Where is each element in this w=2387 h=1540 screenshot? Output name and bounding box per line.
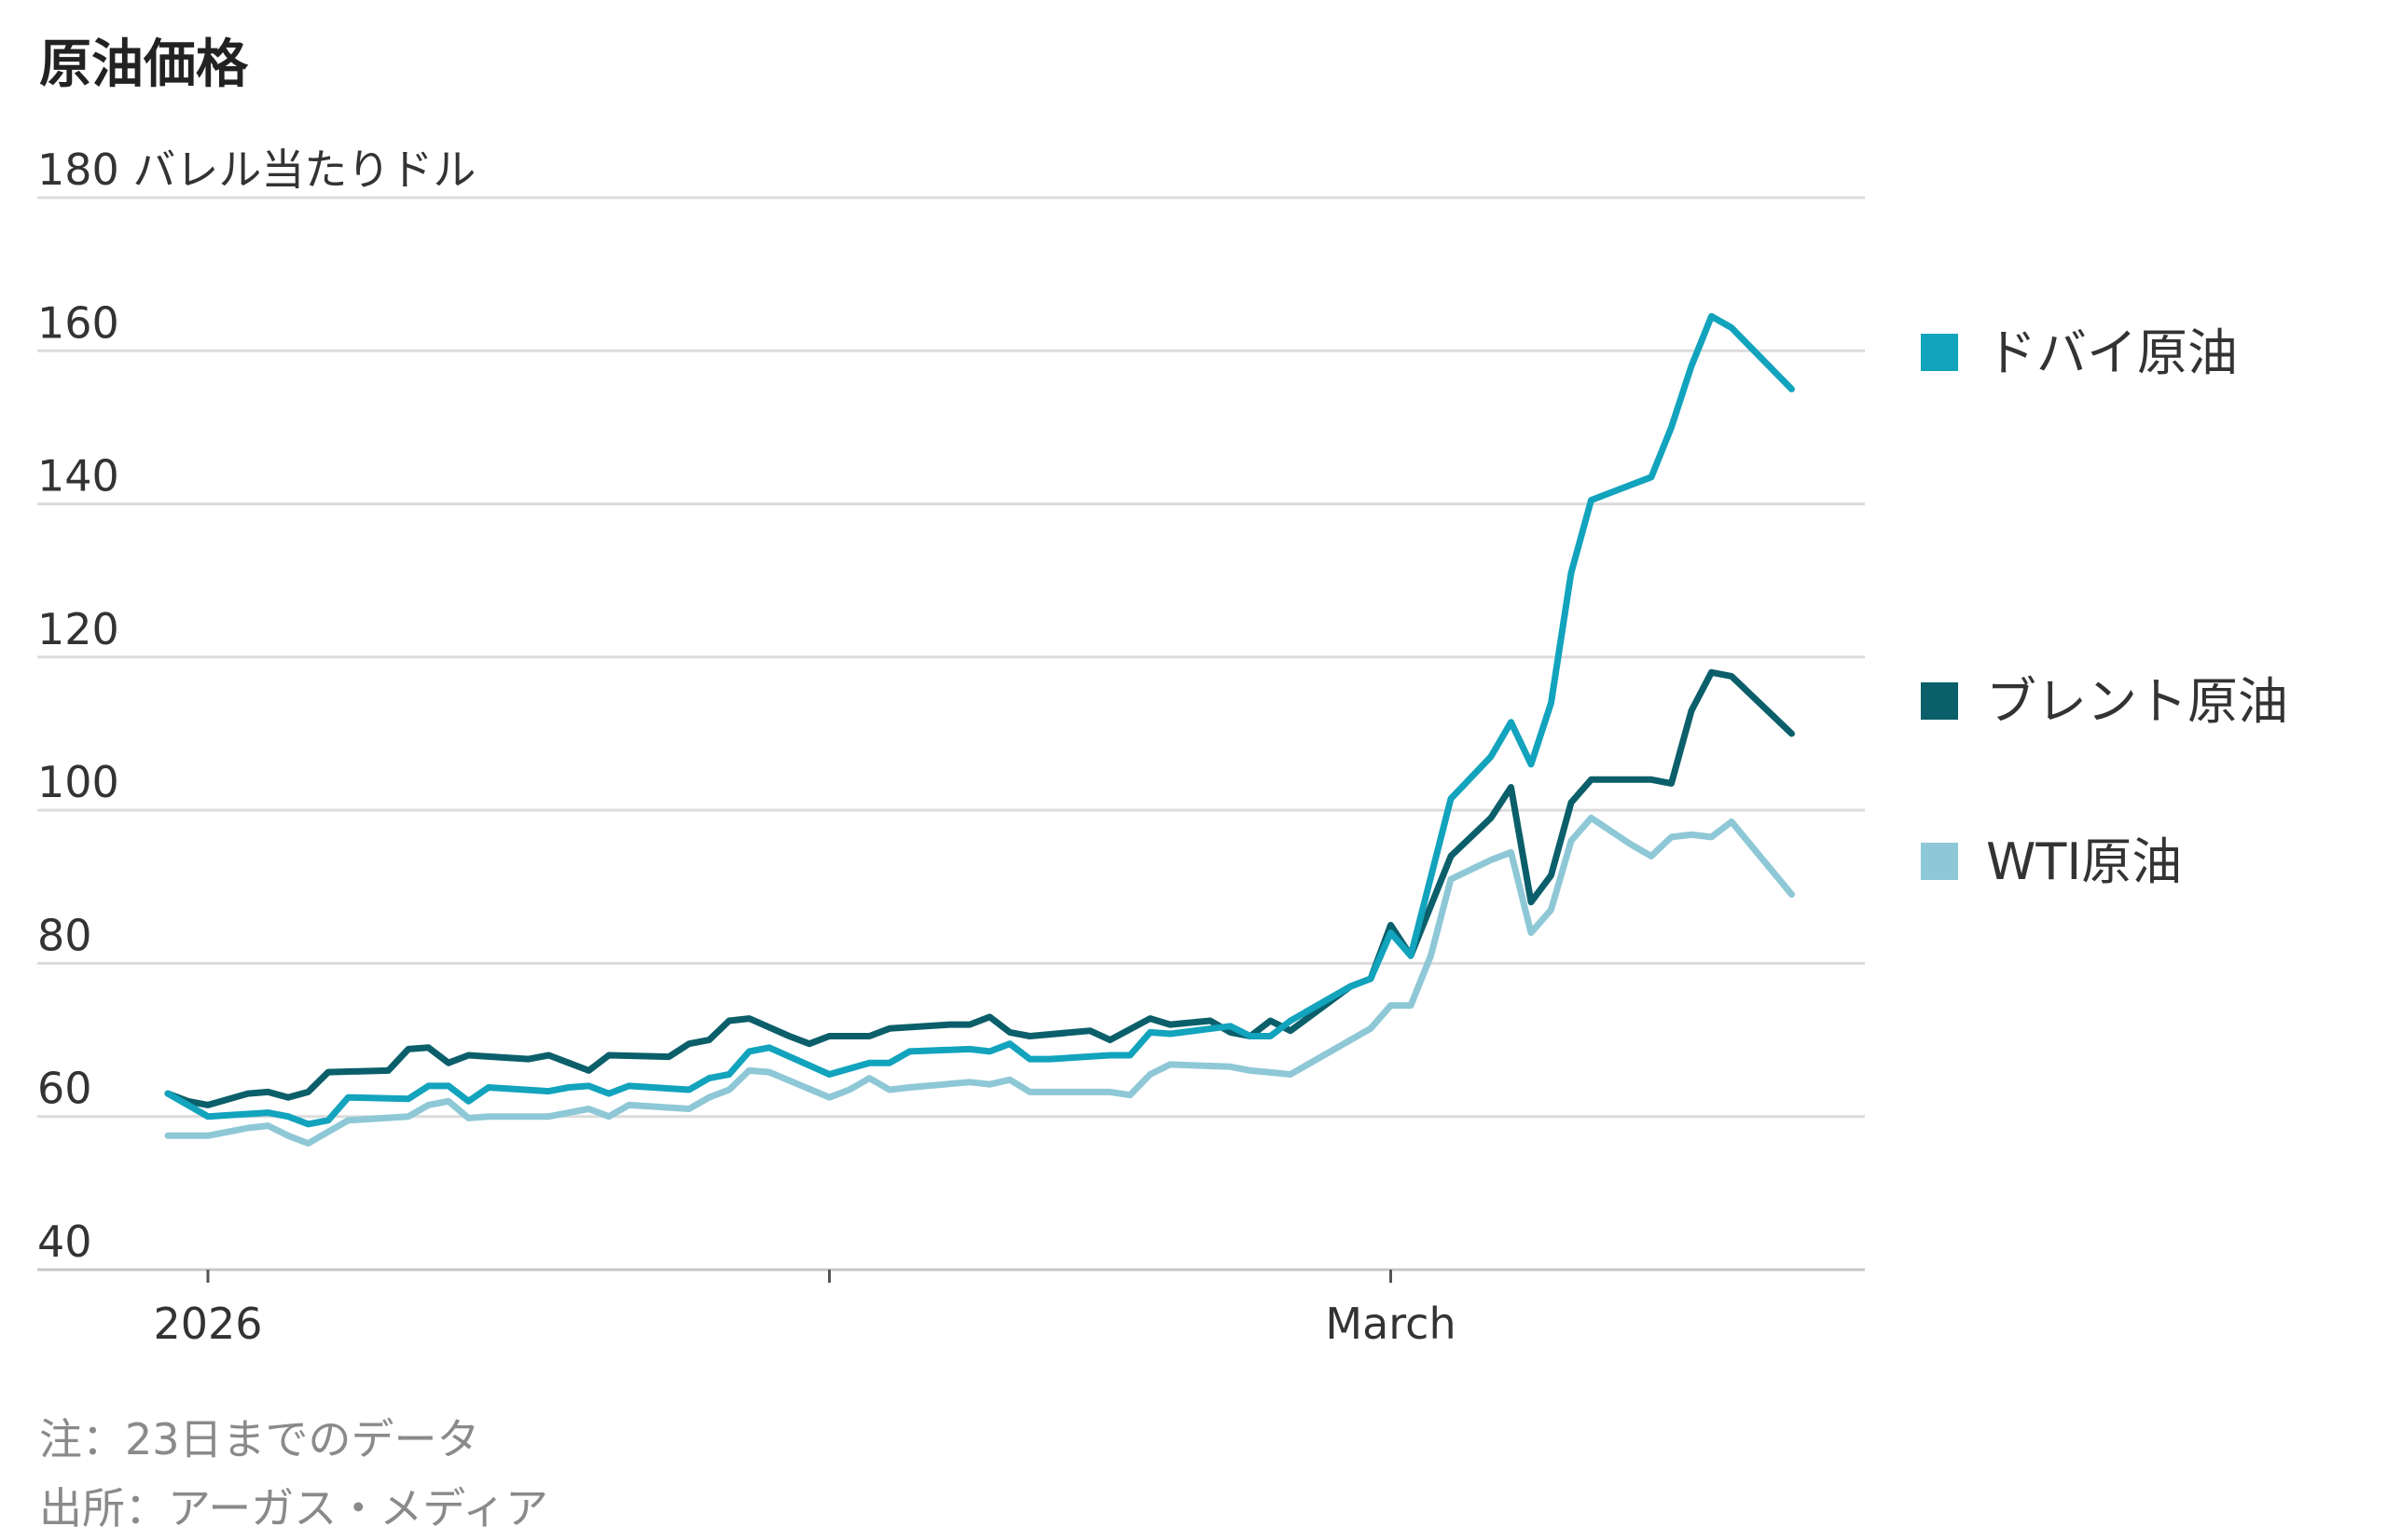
y-tick-label: 160 (37, 297, 119, 348)
chart-title: 原油価格 (39, 34, 248, 95)
y-tick-label: 80 (37, 910, 92, 960)
x-tick-label: 2026 (153, 1299, 262, 1349)
y-tick-label: 100 (37, 757, 119, 807)
series-line-3 (164, 814, 1795, 1147)
gridlines (37, 196, 1865, 1119)
x-axis-labels: 2026 March (153, 1299, 1456, 1349)
series-line-1 (164, 312, 1795, 1128)
legend-swatch (1921, 334, 1958, 371)
chart-source: 出所：アーガス・メディア (39, 1483, 549, 1533)
line-chart: 40 60 80 100 120 140 160 180 バレル当たりドル 2026 March… (37, 144, 2288, 1349)
legend-swatch (1921, 843, 1958, 880)
y-tick-label: 120 (37, 604, 119, 654)
x-axis (37, 1268, 1865, 1283)
y-tick-label: 60 (37, 1064, 92, 1114)
y-tick-label: 140 (37, 451, 119, 502)
y-axis-title: 180 バレル当たりドル (37, 144, 476, 195)
legend-swatch (1921, 682, 1958, 720)
x-tick-label: March (1325, 1299, 1456, 1349)
legend-label: ブレント原油 (1986, 672, 2288, 731)
y-axis-labels: 40 60 80 100 120 140 160 180 バレル当たりドル (37, 144, 476, 1267)
chart-note: 注：23日までのデータ (39, 1414, 480, 1464)
y-tick-label: 40 (37, 1217, 92, 1267)
legend-label: ドバイ原油 (1986, 323, 2238, 382)
legend-label: WTI原油 (1986, 832, 2182, 891)
series-lines (164, 312, 1795, 1147)
series-line-2 (164, 668, 1795, 1108)
